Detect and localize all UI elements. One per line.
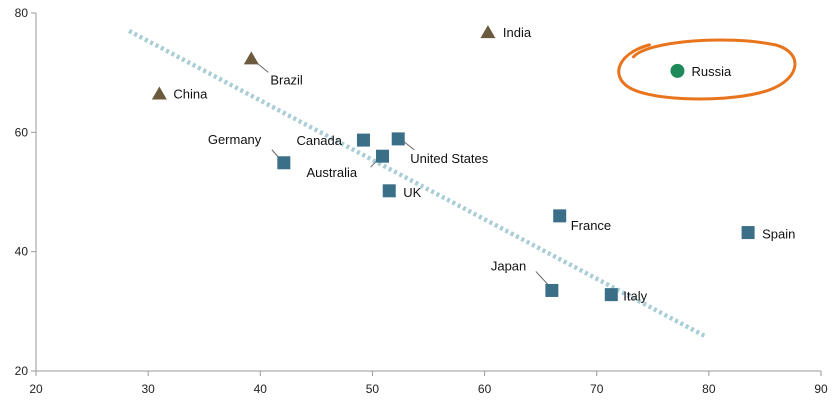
y-tick-label: 20 bbox=[15, 364, 29, 378]
point-india bbox=[480, 25, 496, 39]
trendline bbox=[128, 28, 708, 339]
point-spain bbox=[741, 226, 755, 240]
point-australia bbox=[376, 149, 390, 163]
point-labels: India Brazil China Russia Germany Canada Unite… bbox=[173, 25, 795, 304]
point-label-japan: Japan bbox=[491, 258, 526, 273]
data-points bbox=[151, 25, 755, 302]
point-label-russia: Russia bbox=[691, 64, 732, 79]
y-tick-label: 40 bbox=[15, 245, 29, 259]
point-label-canada: Canada bbox=[296, 133, 342, 148]
x-tick-label: 50 bbox=[366, 382, 380, 396]
leader-line-united-states bbox=[403, 141, 415, 151]
point-japan bbox=[545, 283, 559, 297]
point-label-uk: UK bbox=[403, 185, 421, 200]
point-united-states bbox=[391, 132, 405, 146]
point-label-france: France bbox=[571, 218, 611, 233]
y-tick-label: 60 bbox=[15, 125, 29, 139]
point-russia bbox=[670, 63, 685, 78]
highlight-ring-russia bbox=[617, 38, 797, 101]
point-canada bbox=[356, 133, 370, 147]
point-label-india: India bbox=[503, 25, 532, 40]
point-label-brazil: Brazil bbox=[270, 72, 303, 87]
trendline-layer bbox=[128, 28, 708, 339]
point-france bbox=[553, 209, 567, 223]
point-label-china: China bbox=[173, 87, 208, 102]
leader-line-japan bbox=[535, 271, 549, 285]
point-label-germany: Germany bbox=[208, 132, 262, 147]
point-label-spain: Spain bbox=[762, 227, 795, 242]
point-brazil bbox=[243, 51, 259, 65]
point-germany bbox=[277, 156, 291, 170]
point-uk bbox=[382, 184, 396, 198]
x-tick-label: 20 bbox=[29, 382, 43, 396]
point-china bbox=[151, 86, 167, 100]
x-tick-label: 90 bbox=[814, 382, 828, 396]
point-italy bbox=[604, 288, 618, 302]
x-tick-label: 70 bbox=[590, 382, 604, 396]
y-tick-label: 80 bbox=[15, 6, 29, 20]
x-tick-label: 40 bbox=[254, 382, 268, 396]
point-label-italy: Italy bbox=[623, 289, 647, 304]
leader-line-brazil bbox=[256, 62, 269, 73]
point-label-united-states: United States bbox=[410, 151, 489, 166]
axes: 20 40 60 80 20 30 40 50 60 70 80 90 bbox=[15, 6, 828, 396]
highlight-layer bbox=[617, 38, 797, 101]
x-tick-label: 60 bbox=[478, 382, 492, 396]
point-label-australia: Australia bbox=[307, 165, 358, 180]
x-tick-label: 80 bbox=[702, 382, 716, 396]
x-tick-label: 30 bbox=[141, 382, 155, 396]
